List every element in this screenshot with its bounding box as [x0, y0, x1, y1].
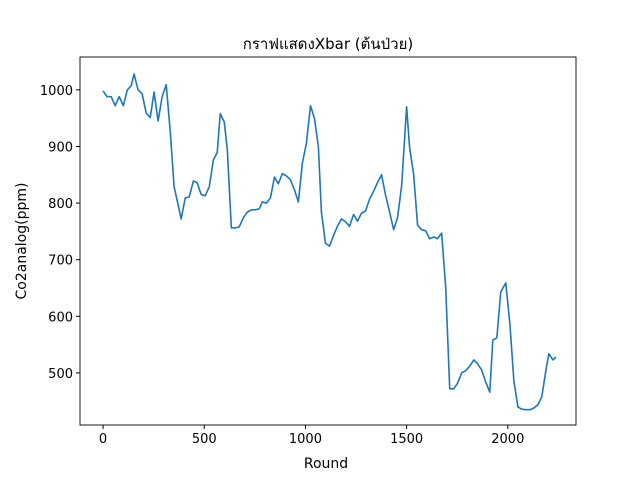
y-tick-label: 600: [48, 310, 73, 325]
y-tick-label: 800: [48, 197, 73, 212]
y-tick-label: 1000: [40, 84, 73, 99]
y-tick-label: 500: [48, 367, 73, 382]
chart-title: กราฟแสดงXbar (ต้นป่วย): [243, 35, 413, 53]
plot-frame: [79, 56, 577, 426]
x-tick-label: 1000: [289, 432, 322, 447]
y-axis-label: Co2analog(ppm): [14, 183, 30, 300]
x-tick-label: 500: [192, 432, 217, 447]
y-tick-label: 900: [48, 140, 73, 155]
y-tick-label: 700: [48, 254, 73, 269]
x-axis-label: Round: [304, 456, 348, 472]
data-line: [102, 73, 557, 411]
x-tick-label: 1500: [390, 432, 423, 447]
x-tick-label: 0: [99, 432, 107, 447]
x-tick-label: 2000: [491, 432, 524, 447]
